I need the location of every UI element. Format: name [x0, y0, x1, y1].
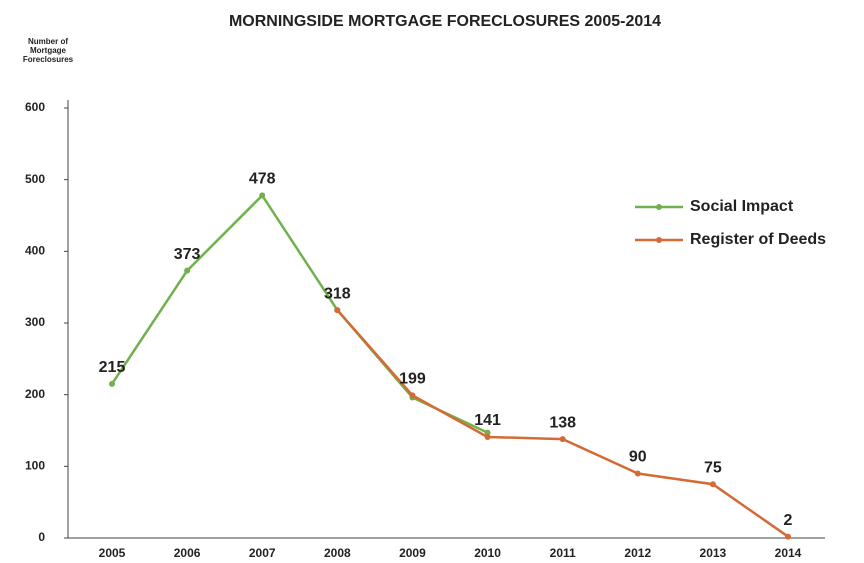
y-tick-label: 600: [25, 100, 45, 114]
point: [484, 429, 491, 436]
legend-label: Register of Deeds: [690, 231, 826, 248]
point: [109, 380, 115, 387]
legend-marker: [656, 204, 662, 210]
point: [184, 267, 191, 274]
series-line: [110, 193, 489, 434]
y-tick-label: 400: [25, 244, 45, 258]
x-tick-label: 2013: [700, 546, 727, 560]
x-tick-label: 2011: [550, 546, 576, 560]
y-tick-label: 500: [25, 172, 45, 186]
x-tick-label: 2010: [474, 546, 501, 560]
data-label: 138: [549, 414, 576, 431]
point: [709, 481, 716, 488]
y-tick-label: 0: [38, 530, 45, 544]
point: [409, 392, 416, 399]
legend-label: Social Impact: [690, 198, 794, 215]
point: [334, 307, 341, 314]
data-label: 141: [474, 412, 501, 429]
point: [484, 433, 491, 440]
x-tick-label: 2012: [624, 546, 651, 560]
point: [559, 436, 566, 443]
point: [785, 533, 791, 540]
x-tick-label: 2009: [399, 546, 426, 560]
legend-marker: [656, 237, 662, 243]
chart-title: MORNINGSIDE MORTGAGE FORECLOSURES 2005-2…: [229, 13, 661, 30]
y-axis-label: Mortgage: [30, 46, 67, 55]
x-tick-label: 2014: [775, 546, 802, 560]
point: [259, 192, 266, 199]
data-label: 2: [784, 512, 793, 529]
x-tick-label: 2006: [174, 546, 201, 560]
data-label: 478: [249, 171, 276, 188]
y-axis-label: Number of: [28, 37, 68, 46]
data-label: 199: [399, 371, 426, 388]
data-label: 373: [174, 246, 201, 263]
point: [634, 470, 641, 477]
y-axis-label: Foreclosures: [23, 55, 74, 64]
x-tick-label: 2007: [249, 546, 276, 560]
y-tick-label: 200: [25, 387, 45, 401]
y-tick-label: 300: [25, 315, 45, 329]
data-label: 90: [629, 449, 647, 466]
data-label: 318: [324, 285, 351, 302]
data-label: 75: [704, 459, 722, 476]
data-label: 215: [99, 359, 126, 376]
x-tick-label: 2008: [324, 546, 351, 560]
y-tick-label: 100: [25, 459, 45, 473]
x-tick-label: 2005: [99, 546, 126, 560]
